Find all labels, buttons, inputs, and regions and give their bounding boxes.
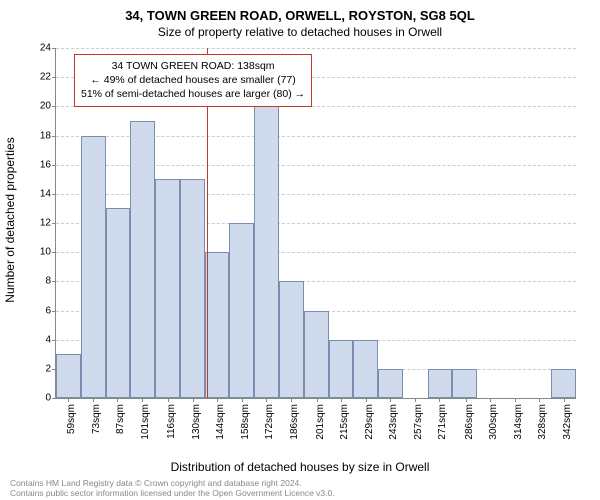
- annotation-line1: 34 TOWN GREEN ROAD: 138sqm: [81, 59, 305, 73]
- x-tick-label: 243sqm: [388, 404, 399, 440]
- x-tick-mark: [341, 398, 342, 402]
- x-tick-mark: [142, 398, 143, 402]
- x-tick-label: 172sqm: [264, 404, 275, 440]
- footer-line-1: Contains HM Land Registry data © Crown c…: [10, 478, 335, 488]
- histogram-bar: [205, 252, 230, 398]
- y-tick-label: 18: [40, 130, 56, 141]
- x-tick-mark: [93, 398, 94, 402]
- y-tick-label: 6: [45, 305, 56, 316]
- x-tick-label: 201sqm: [315, 404, 326, 440]
- x-tick-label: 342sqm: [562, 404, 573, 440]
- histogram-bar: [229, 223, 254, 398]
- chart-subtitle: Size of property relative to detached ho…: [0, 23, 600, 39]
- x-tick-mark: [564, 398, 565, 402]
- x-tick-mark: [68, 398, 69, 402]
- x-tick-label: 73sqm: [91, 404, 102, 434]
- x-tick-mark: [291, 398, 292, 402]
- y-tick-label: 12: [40, 218, 56, 229]
- histogram-bar: [353, 340, 378, 398]
- x-tick-mark: [415, 398, 416, 402]
- x-tick-mark: [168, 398, 169, 402]
- x-tick-mark: [317, 398, 318, 402]
- property-size-chart: 34, TOWN GREEN ROAD, ORWELL, ROYSTON, SG…: [0, 0, 600, 500]
- histogram-bar: [56, 354, 81, 398]
- x-tick-label: 101sqm: [140, 404, 151, 440]
- x-tick-label: 300sqm: [488, 404, 499, 440]
- x-tick-mark: [366, 398, 367, 402]
- x-tick-mark: [117, 398, 118, 402]
- histogram-bar: [452, 369, 477, 398]
- x-tick-mark: [266, 398, 267, 402]
- histogram-bar: [428, 369, 453, 398]
- annotation-box: 34 TOWN GREEN ROAD: 138sqm← 49% of detac…: [74, 54, 312, 107]
- x-tick-mark: [193, 398, 194, 402]
- x-tick-mark: [490, 398, 491, 402]
- x-tick-label: 87sqm: [115, 404, 126, 434]
- x-tick-label: 116sqm: [166, 404, 177, 439]
- chart-title: 34, TOWN GREEN ROAD, ORWELL, ROYSTON, SG…: [0, 0, 600, 23]
- x-tick-label: 257sqm: [413, 404, 424, 440]
- histogram-bar: [81, 136, 106, 399]
- histogram-bar: [551, 369, 576, 398]
- histogram-bar: [180, 179, 205, 398]
- y-tick-label: 22: [40, 72, 56, 83]
- x-tick-label: 59sqm: [66, 404, 77, 434]
- x-tick-label: 328sqm: [537, 404, 548, 440]
- x-tick-label: 314sqm: [513, 404, 524, 440]
- x-tick-label: 215sqm: [339, 404, 350, 440]
- y-tick-label: 24: [40, 43, 56, 54]
- histogram-bar: [279, 281, 304, 398]
- x-tick-mark: [515, 398, 516, 402]
- x-tick-label: 130sqm: [191, 404, 202, 440]
- x-tick-mark: [539, 398, 540, 402]
- histogram-bar: [155, 179, 180, 398]
- y-tick-label: 14: [40, 188, 56, 199]
- plot-area: 02468101214161820222459sqm73sqm87sqm101s…: [55, 48, 576, 399]
- histogram-bar: [130, 121, 155, 398]
- grid-line: [56, 48, 576, 49]
- histogram-bar: [329, 340, 354, 398]
- x-tick-label: 271sqm: [437, 404, 448, 440]
- y-tick-label: 0: [45, 393, 56, 404]
- y-tick-label: 2: [45, 363, 56, 374]
- x-tick-mark: [466, 398, 467, 402]
- x-tick-label: 144sqm: [215, 404, 226, 440]
- annotation-line2: ← 49% of detached houses are smaller (77…: [81, 73, 305, 87]
- histogram-bar: [304, 311, 329, 399]
- histogram-bar: [254, 106, 279, 398]
- histogram-bar: [378, 369, 403, 398]
- y-tick-label: 10: [40, 247, 56, 258]
- x-tick-label: 229sqm: [364, 404, 375, 440]
- y-tick-label: 4: [45, 334, 56, 345]
- y-tick-label: 8: [45, 276, 56, 287]
- x-tick-mark: [242, 398, 243, 402]
- x-tick-label: 158sqm: [240, 404, 251, 440]
- histogram-bar: [106, 208, 131, 398]
- footer-attribution: Contains HM Land Registry data © Crown c…: [10, 478, 335, 498]
- x-tick-label: 286sqm: [464, 404, 475, 440]
- x-tick-label: 186sqm: [289, 404, 300, 440]
- x-tick-mark: [390, 398, 391, 402]
- y-tick-label: 16: [40, 159, 56, 170]
- x-tick-mark: [217, 398, 218, 402]
- y-tick-label: 20: [40, 101, 56, 112]
- footer-line-2: Contains public sector information licen…: [10, 488, 335, 498]
- annotation-line3: 51% of semi-detached houses are larger (…: [81, 87, 305, 101]
- y-axis-label: Number of detached properties: [3, 137, 17, 302]
- x-axis-label: Distribution of detached houses by size …: [0, 460, 600, 474]
- x-tick-mark: [439, 398, 440, 402]
